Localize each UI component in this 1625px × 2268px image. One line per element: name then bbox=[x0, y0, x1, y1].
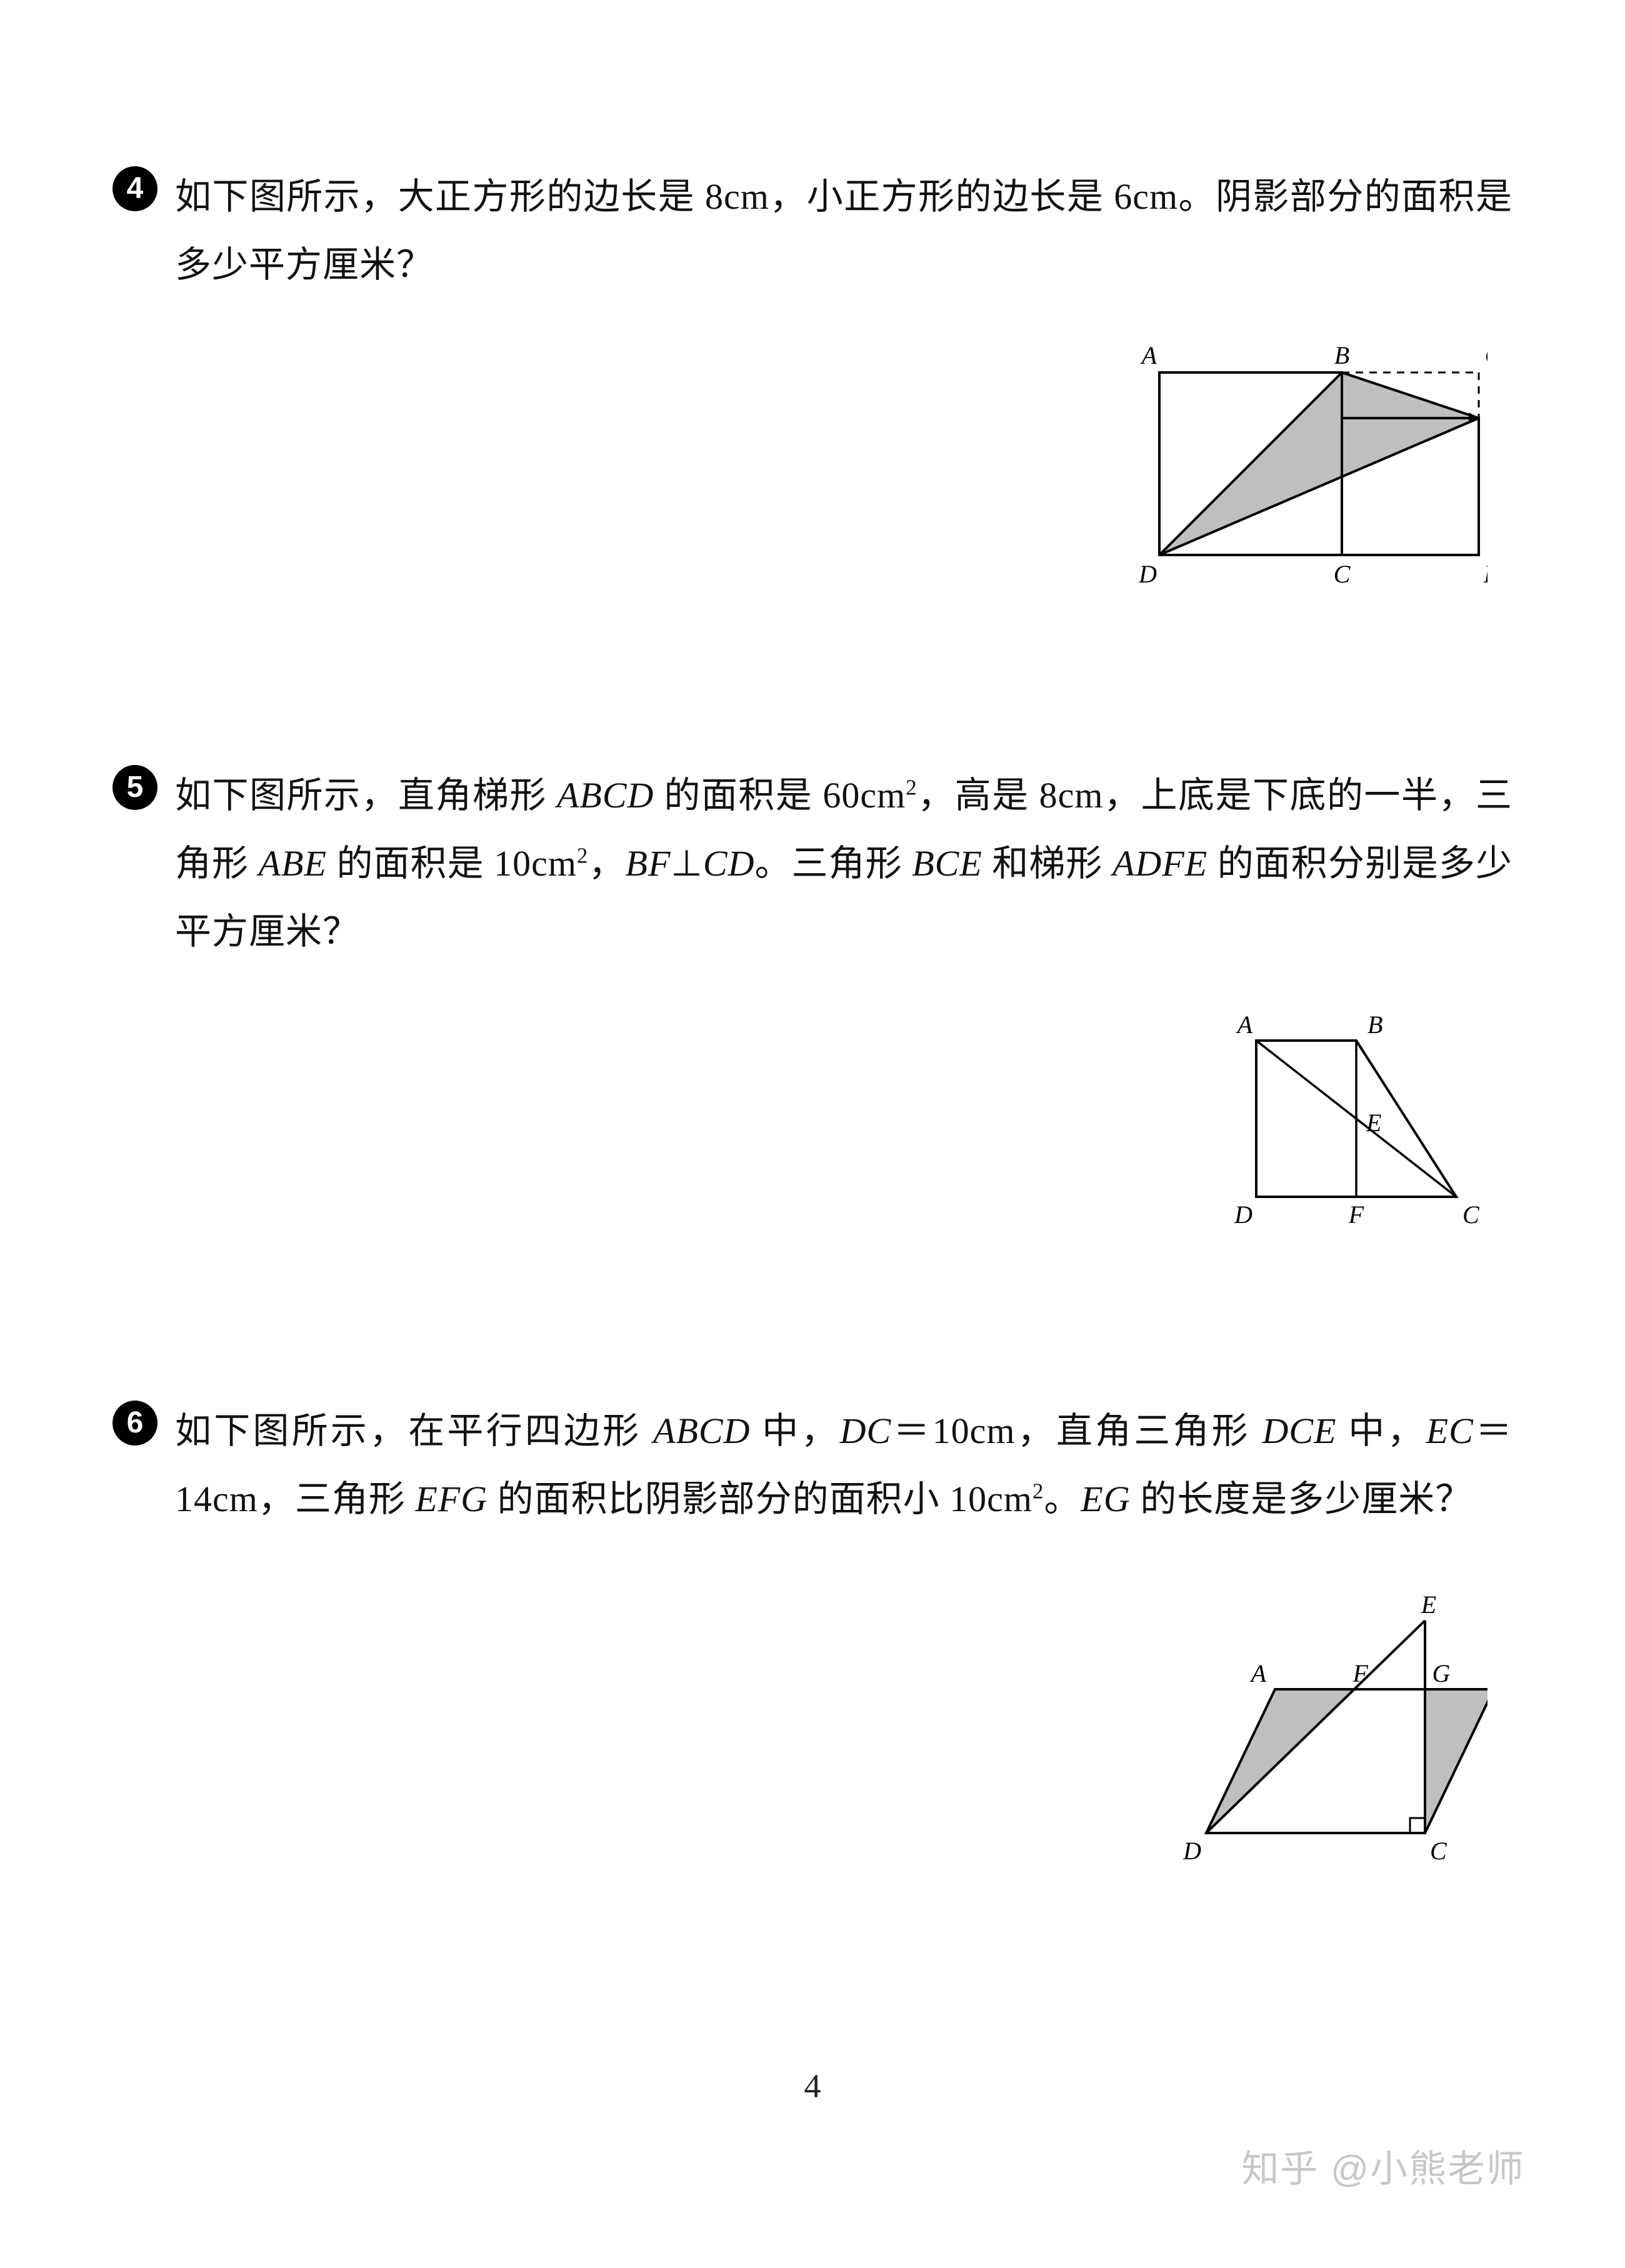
svg-text:C: C bbox=[1462, 1201, 1480, 1229]
problem-5: 5 如下图所示，直角梯形 ABCD 的面积是 60cm2，高是 8cm，上底是下… bbox=[112, 761, 1512, 966]
page: 4 如下图所示，大正方形的边长是 8cm，小正方形的边长是 6cm。阴影部分的面… bbox=[0, 0, 1625, 2268]
svg-text:A: A bbox=[1140, 341, 1158, 369]
figure-4-row: ABOFDCE bbox=[112, 336, 1512, 599]
page-number: 4 bbox=[0, 2067, 1625, 2106]
svg-text:F: F bbox=[1352, 1659, 1369, 1687]
svg-text:C: C bbox=[1334, 560, 1351, 588]
problem-4-text: 如下图所示，大正方形的边长是 8cm，小正方形的边长是 6cm。阴影部分的面积是… bbox=[175, 162, 1512, 299]
problem-4: 4 如下图所示，大正方形的边长是 8cm，小正方形的边长是 6cm。阴影部分的面… bbox=[112, 162, 1512, 299]
svg-text:B: B bbox=[1368, 1011, 1382, 1039]
svg-text:A: A bbox=[1249, 1659, 1267, 1687]
problem-6-text: 如下图所示，在平行四边形 ABCD 中，DC＝10cm，直角三角形 DCE 中，… bbox=[175, 1397, 1512, 1533]
svg-text:A: A bbox=[1236, 1011, 1253, 1039]
svg-text:B: B bbox=[1334, 341, 1349, 369]
problem-4-block: 4 如下图所示，大正方形的边长是 8cm，小正方形的边长是 6cm。阴影部分的面… bbox=[112, 162, 1512, 599]
svg-text:O: O bbox=[1485, 341, 1488, 369]
svg-text:D: D bbox=[1138, 560, 1157, 588]
figure-4: ABOFDCE bbox=[1125, 336, 1488, 599]
svg-text:F: F bbox=[1348, 1201, 1364, 1229]
bullet-5-icon: 5 bbox=[112, 765, 158, 810]
svg-text:D: D bbox=[1182, 1837, 1201, 1865]
problem-6-block: 6 如下图所示，在平行四边形 ABCD 中，DC＝10cm，直角三角形 DCE … bbox=[112, 1397, 1512, 1871]
svg-text:D: D bbox=[1234, 1201, 1252, 1229]
bullet-6-icon: 6 bbox=[112, 1401, 158, 1446]
svg-text:E: E bbox=[1483, 560, 1488, 588]
problem-5-text: 如下图所示，直角梯形 ABCD 的面积是 60cm2，高是 8cm，上底是下底的… bbox=[175, 761, 1512, 966]
figure-5-row: A B E D F C bbox=[112, 1003, 1512, 1234]
figure-6-row: EAFGBDC bbox=[112, 1571, 1512, 1871]
problem-5-block: 5 如下图所示，直角梯形 ABCD 的面积是 60cm2，高是 8cm，上底是下… bbox=[112, 761, 1512, 1234]
svg-text:C: C bbox=[1430, 1837, 1448, 1865]
watermark: 知乎 @小熊老师 bbox=[1241, 2139, 1525, 2193]
problem-6: 6 如下图所示，在平行四边形 ABCD 中，DC＝10cm，直角三角形 DCE … bbox=[112, 1397, 1512, 1533]
bullet-4-icon: 4 bbox=[112, 166, 158, 211]
svg-text:E: E bbox=[1366, 1109, 1381, 1137]
svg-text:E: E bbox=[1421, 1591, 1436, 1619]
figure-6: EAFGBDC bbox=[1162, 1571, 1488, 1871]
svg-text:G: G bbox=[1432, 1659, 1451, 1687]
figure-5: A B E D F C bbox=[1219, 1003, 1488, 1234]
